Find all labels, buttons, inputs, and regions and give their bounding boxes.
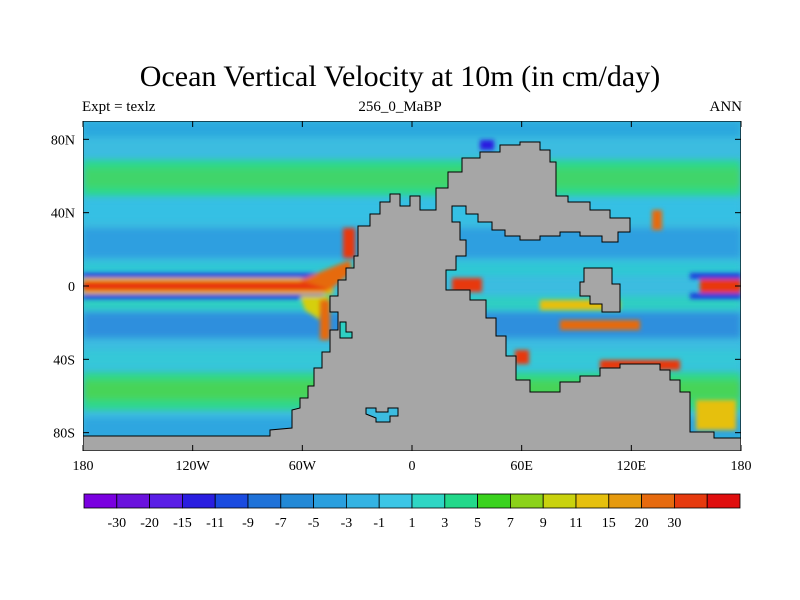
colorbar-swatch	[509, 493, 544, 509]
colorbar-swatch	[575, 493, 610, 509]
colorbar-label: 11	[569, 516, 582, 531]
y-tick-label: 0	[68, 280, 75, 295]
colorbar-label: 5	[474, 516, 481, 531]
colorbar-swatch	[83, 493, 118, 509]
y-tick-label: 80S	[53, 427, 75, 442]
colorbar-swatch	[641, 493, 675, 509]
x-tick-label: 120W	[176, 459, 211, 474]
colorbar-swatch	[378, 493, 413, 509]
colorbar-swatch	[214, 493, 249, 509]
colorbar-swatch	[706, 493, 741, 509]
colorbar-label: -15	[173, 516, 192, 531]
colorbar-label: 15	[602, 516, 616, 531]
colorbar-label: 9	[540, 516, 547, 531]
inland-water	[339, 321, 399, 423]
x-tick-label: 120E	[617, 459, 647, 474]
colorbar-label: 30	[667, 516, 681, 531]
colorbar-swatch	[542, 493, 577, 509]
colorbar-swatch	[477, 493, 511, 509]
y-tick-label: 40N	[51, 207, 75, 222]
colorbar-swatch	[345, 493, 380, 509]
x-tick-label: 0	[409, 459, 416, 474]
colorbar-swatch	[280, 493, 314, 509]
colorbar-label: 20	[635, 516, 649, 531]
colorbar-swatch	[247, 493, 282, 509]
colorbar-label: 3	[441, 516, 448, 531]
colorbar-label: 7	[507, 516, 514, 531]
colorbar-swatch	[411, 493, 446, 509]
colorbar-label: -11	[206, 516, 224, 531]
colorbar-swatch	[444, 493, 478, 509]
colorbar: -30 -20 -15 -11 -9 -7 -5 -3 -1 1 3 5 7 9 11 15 20 30	[83, 493, 741, 531]
colorbar-label: -3	[341, 516, 353, 531]
colorbar-swatch	[313, 493, 347, 509]
season-label: ANN	[709, 99, 743, 115]
colorbar-swatch	[674, 493, 708, 509]
plot-area	[83, 121, 741, 451]
x-tick-label: 60W	[289, 459, 317, 474]
experiment-label: Expt = texlz	[82, 99, 156, 115]
x-tick-label: 180	[73, 459, 94, 474]
x-tick-label: 60E	[510, 459, 533, 474]
colorbar-label: 1	[409, 516, 416, 531]
colorbar-label: -5	[308, 516, 320, 531]
colorbar-label: -20	[140, 516, 159, 531]
figure-title: Ocean Vertical Velocity at 10m (in cm/da…	[139, 60, 661, 93]
x-tick-label: 180	[731, 459, 752, 474]
y-tick-label: 40S	[53, 353, 75, 368]
colorbar-label: -9	[242, 516, 254, 531]
time-label: 256_0_MaBP	[358, 99, 442, 115]
map-axes: 180 120W 60W 0 60E 120E 180 80N 40N 0 40S 80S	[51, 121, 752, 474]
colorbar-swatch	[149, 493, 183, 509]
colorbar-swatch	[116, 493, 151, 509]
land-pangaea	[83, 141, 741, 451]
colorbar-label: -7	[275, 516, 287, 531]
equatorial-upwelling	[83, 260, 741, 320]
colorbar-label: -30	[107, 516, 126, 531]
y-tick-label: 80N	[51, 133, 75, 148]
colorbar-swatch	[181, 493, 216, 509]
colorbar-swatch	[608, 493, 642, 509]
colorbar-label: -1	[373, 516, 385, 531]
